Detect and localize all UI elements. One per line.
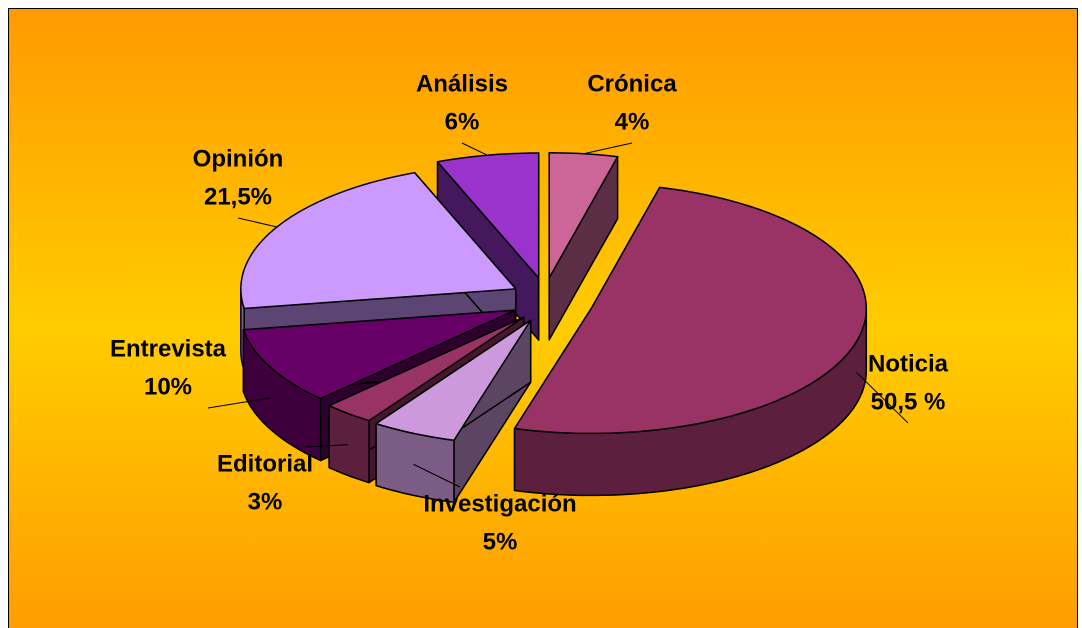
slice-top — [328, 316, 525, 422]
value-label: 10% — [144, 373, 192, 400]
labels: Crónica 4% Noticia 50,5 % Investigación 5% Edi… — [110, 70, 949, 555]
value-label: 6% — [445, 108, 480, 135]
slice-top — [548, 152, 619, 279]
slice-top — [436, 152, 540, 279]
leader-line — [413, 463, 461, 488]
category-label: Investigación — [423, 490, 576, 517]
value-label: 50,5 % — [871, 388, 946, 415]
slice-top — [242, 309, 516, 400]
slice-top — [375, 319, 532, 442]
slice — [513, 186, 868, 497]
leader-line — [583, 142, 633, 155]
value-label: 21,5% — [204, 183, 272, 210]
slice — [548, 152, 619, 341]
slice-top — [513, 186, 868, 435]
category-label: Editorial — [217, 450, 313, 477]
value-label: 3% — [248, 488, 283, 515]
plot-background — [8, 8, 1078, 628]
leader-line — [461, 142, 488, 156]
slice — [375, 319, 532, 504]
category-label: Análisis — [416, 70, 508, 97]
leader-line — [207, 397, 271, 409]
leader-line — [304, 444, 349, 448]
category-label: Noticia — [868, 350, 949, 377]
pie — [240, 152, 868, 504]
leader-line — [856, 372, 909, 424]
category-label: Crónica — [587, 70, 677, 97]
category-label: Entrevista — [110, 335, 227, 362]
category-label: Opinión — [193, 145, 284, 172]
value-label: 5% — [483, 528, 518, 555]
leader-line — [237, 217, 278, 228]
value-label: 4% — [615, 108, 650, 135]
